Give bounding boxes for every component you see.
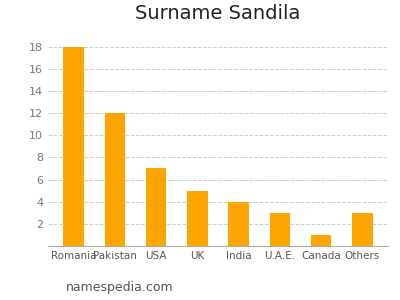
Bar <box>105 113 125 246</box>
Bar <box>352 213 372 246</box>
Bar <box>228 202 249 246</box>
Bar <box>311 235 331 246</box>
Bar <box>64 46 84 246</box>
Bar <box>270 213 290 246</box>
Text: namespedia.com: namespedia.com <box>66 281 174 294</box>
Bar <box>187 190 208 246</box>
Title: Surname Sandila: Surname Sandila <box>135 4 301 23</box>
Bar <box>146 169 166 246</box>
